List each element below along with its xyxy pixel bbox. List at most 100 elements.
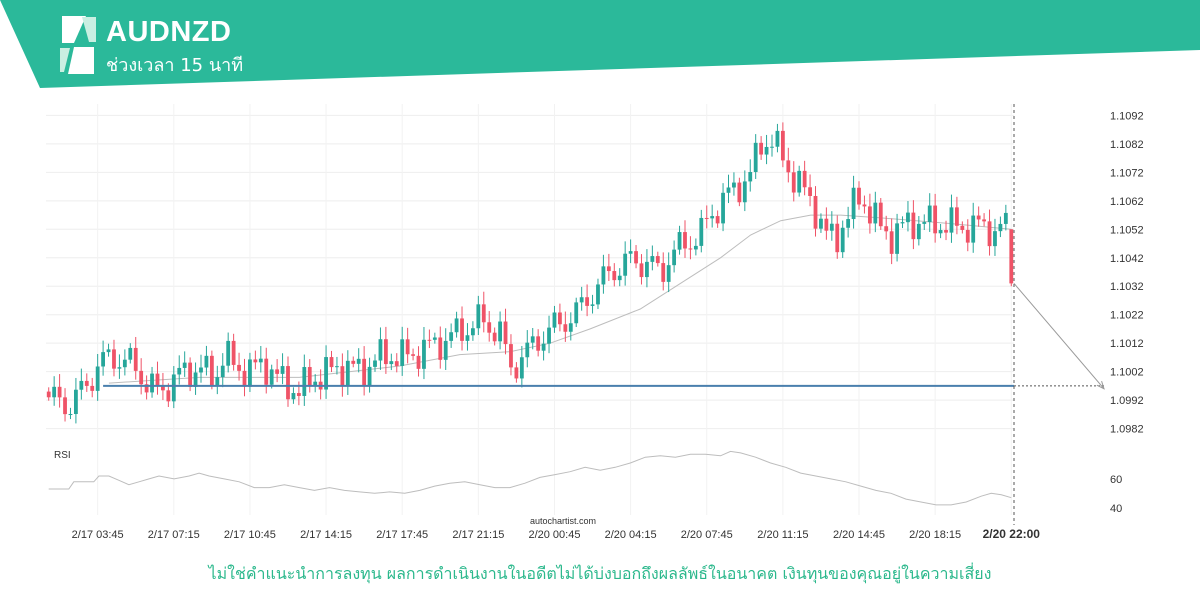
- candle-body: [95, 366, 100, 391]
- candle-body: [356, 358, 361, 364]
- candle: [976, 206, 981, 227]
- candle-body: [454, 318, 459, 333]
- candle: [460, 306, 464, 351]
- candle-body: [215, 377, 220, 386]
- candle-body: [693, 245, 698, 250]
- candle: [454, 311, 459, 338]
- candle-body: [688, 248, 693, 250]
- candle-body: [335, 366, 339, 368]
- candle-body: [568, 323, 573, 332]
- candle-body: [411, 354, 415, 356]
- candle-body: [906, 212, 910, 223]
- candle: [193, 362, 198, 395]
- candle: [302, 354, 307, 406]
- candle-body: [536, 336, 541, 351]
- candle-body: [460, 318, 464, 341]
- candle: [628, 239, 633, 264]
- banner-background: [0, 0, 1200, 88]
- candle-body: [715, 216, 720, 224]
- candle: [57, 374, 62, 408]
- candle: [52, 376, 57, 406]
- candle: [911, 200, 916, 250]
- candle: [590, 294, 595, 314]
- candle: [514, 362, 519, 383]
- candle: [688, 236, 693, 260]
- candle-body: [770, 146, 774, 148]
- candle: [253, 350, 258, 370]
- moving-average-line: [108, 214, 1012, 384]
- time-tick-label: 2/17 07:15: [148, 529, 200, 541]
- candle-body: [655, 256, 660, 264]
- candle: [547, 315, 551, 354]
- candle-body: [895, 223, 899, 254]
- candle: [313, 374, 318, 393]
- candle-body: [161, 385, 165, 391]
- candle-body: [199, 367, 203, 373]
- candle-body: [802, 170, 807, 188]
- candle: [438, 326, 443, 369]
- candle: [639, 254, 644, 285]
- candle-body: [933, 205, 938, 234]
- candle: [492, 327, 497, 346]
- candle: [128, 343, 133, 364]
- candle: [394, 353, 399, 373]
- price-tick-label: 1.1032: [1110, 281, 1144, 293]
- candle: [46, 387, 51, 401]
- candle: [574, 297, 579, 327]
- candle: [889, 218, 894, 265]
- candle-body: [269, 369, 274, 385]
- candle: [596, 278, 600, 310]
- candle: [449, 323, 454, 348]
- candle-body: [188, 362, 193, 387]
- candle-body: [340, 366, 345, 387]
- candle-body: [944, 230, 948, 233]
- candle-body: [846, 219, 851, 228]
- candle: [748, 159, 753, 192]
- moving-average: [108, 214, 1012, 384]
- candle-body: [666, 265, 671, 282]
- candle-body: [1003, 212, 1008, 224]
- risk-disclaimer: ไม่ใช่คำแนะนำการลงทุน ผลการดำเนินงานในอด…: [208, 564, 992, 583]
- candle: [846, 206, 851, 238]
- candle: [106, 343, 111, 357]
- candle: [324, 345, 328, 399]
- time-tick-label: 2/17 03:45: [72, 529, 124, 541]
- candle: [133, 336, 138, 380]
- candle: [753, 134, 758, 179]
- price-tick-label: 1.1022: [1110, 310, 1144, 322]
- candle-body: [405, 339, 410, 355]
- header-banner: AUDNZD ช่วงเวลา 15 นาที: [0, 0, 1200, 90]
- candle: [661, 252, 666, 291]
- candle-body: [976, 215, 981, 220]
- candle: [226, 332, 231, 373]
- candle-body: [394, 361, 399, 366]
- candle: [895, 213, 899, 262]
- candle: [530, 327, 535, 350]
- candle: [74, 377, 78, 424]
- candle: [862, 195, 867, 214]
- candle-body: [742, 181, 747, 203]
- candle: [558, 303, 562, 332]
- candle: [155, 361, 160, 395]
- candle: [405, 327, 410, 364]
- candle: [693, 238, 698, 256]
- candle-body: [291, 393, 296, 400]
- chart-grid: [46, 104, 1014, 515]
- candle-body: [775, 130, 780, 147]
- candle: [465, 323, 470, 351]
- candle: [960, 221, 965, 234]
- candle-body: [558, 312, 562, 325]
- candle: [84, 373, 89, 392]
- candle-body: [302, 367, 307, 396]
- candle: [280, 353, 285, 385]
- candle-body: [345, 360, 350, 387]
- candle: [122, 349, 127, 376]
- candle: [269, 364, 274, 389]
- candle-body: [237, 364, 241, 371]
- candle-body: [509, 344, 513, 368]
- candle-body: [867, 206, 872, 224]
- candle: [954, 196, 959, 235]
- candle-body: [476, 304, 481, 329]
- price-tick-label: 1.1072: [1110, 167, 1144, 179]
